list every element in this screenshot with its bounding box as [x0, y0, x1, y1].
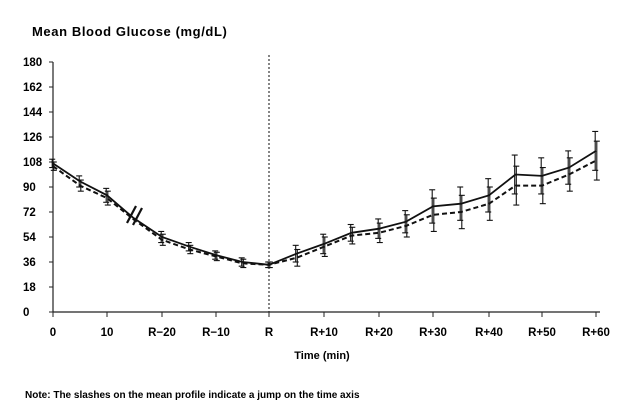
- y-tick-label: 144: [23, 107, 43, 119]
- y-tick-label: 162: [23, 82, 42, 94]
- x-ticks: 0 10 R−20 R−10 R R+10 R+20 R+30 R+40 R+50 R+60: [50, 312, 610, 339]
- y-tick-label: 72: [23, 207, 36, 219]
- x-tick-label: R: [265, 327, 274, 339]
- error-bars: [49, 130, 600, 269]
- x-tick-label: R+10: [310, 327, 338, 339]
- x-axis-label: Time (min): [294, 350, 350, 362]
- x-tick-label: R−20: [148, 327, 176, 339]
- x-tick-label: R+30: [419, 327, 447, 339]
- y-tick-label: 18: [23, 282, 36, 294]
- x-tick-label: R+20: [365, 327, 393, 339]
- break-slash-1: [126, 205, 137, 224]
- x-tick-label: R+50: [528, 327, 556, 339]
- series-line-dashed: [52, 159, 597, 266]
- x-tick-label: 0: [50, 327, 56, 339]
- y-tick-label: 90: [23, 182, 36, 194]
- y-ticks: 0 18 36 54 72 90 108 126 144 162 180: [23, 57, 53, 319]
- y-tick-label: 54: [23, 232, 36, 244]
- x-tick-label: R+40: [475, 327, 503, 339]
- y-tick-label: 108: [23, 157, 43, 169]
- chart-title: Mean Blood Glucose (mg/dL): [32, 24, 227, 39]
- y-tick-label: 0: [23, 307, 29, 319]
- axis-break-slashes: [126, 205, 143, 226]
- break-slash-2: [132, 207, 143, 226]
- x-tick-label: R+60: [582, 327, 610, 339]
- footnote: Note: The slashes on the mean profile in…: [25, 390, 360, 401]
- y-tick-label: 36: [23, 257, 36, 269]
- y-tick-label: 180: [23, 57, 42, 69]
- series-line-solid: [52, 150, 597, 266]
- series-lines: [52, 150, 597, 266]
- y-tick-label: 126: [23, 132, 42, 144]
- x-tick-label: 10: [101, 327, 114, 339]
- x-tick-label: R−10: [202, 327, 230, 339]
